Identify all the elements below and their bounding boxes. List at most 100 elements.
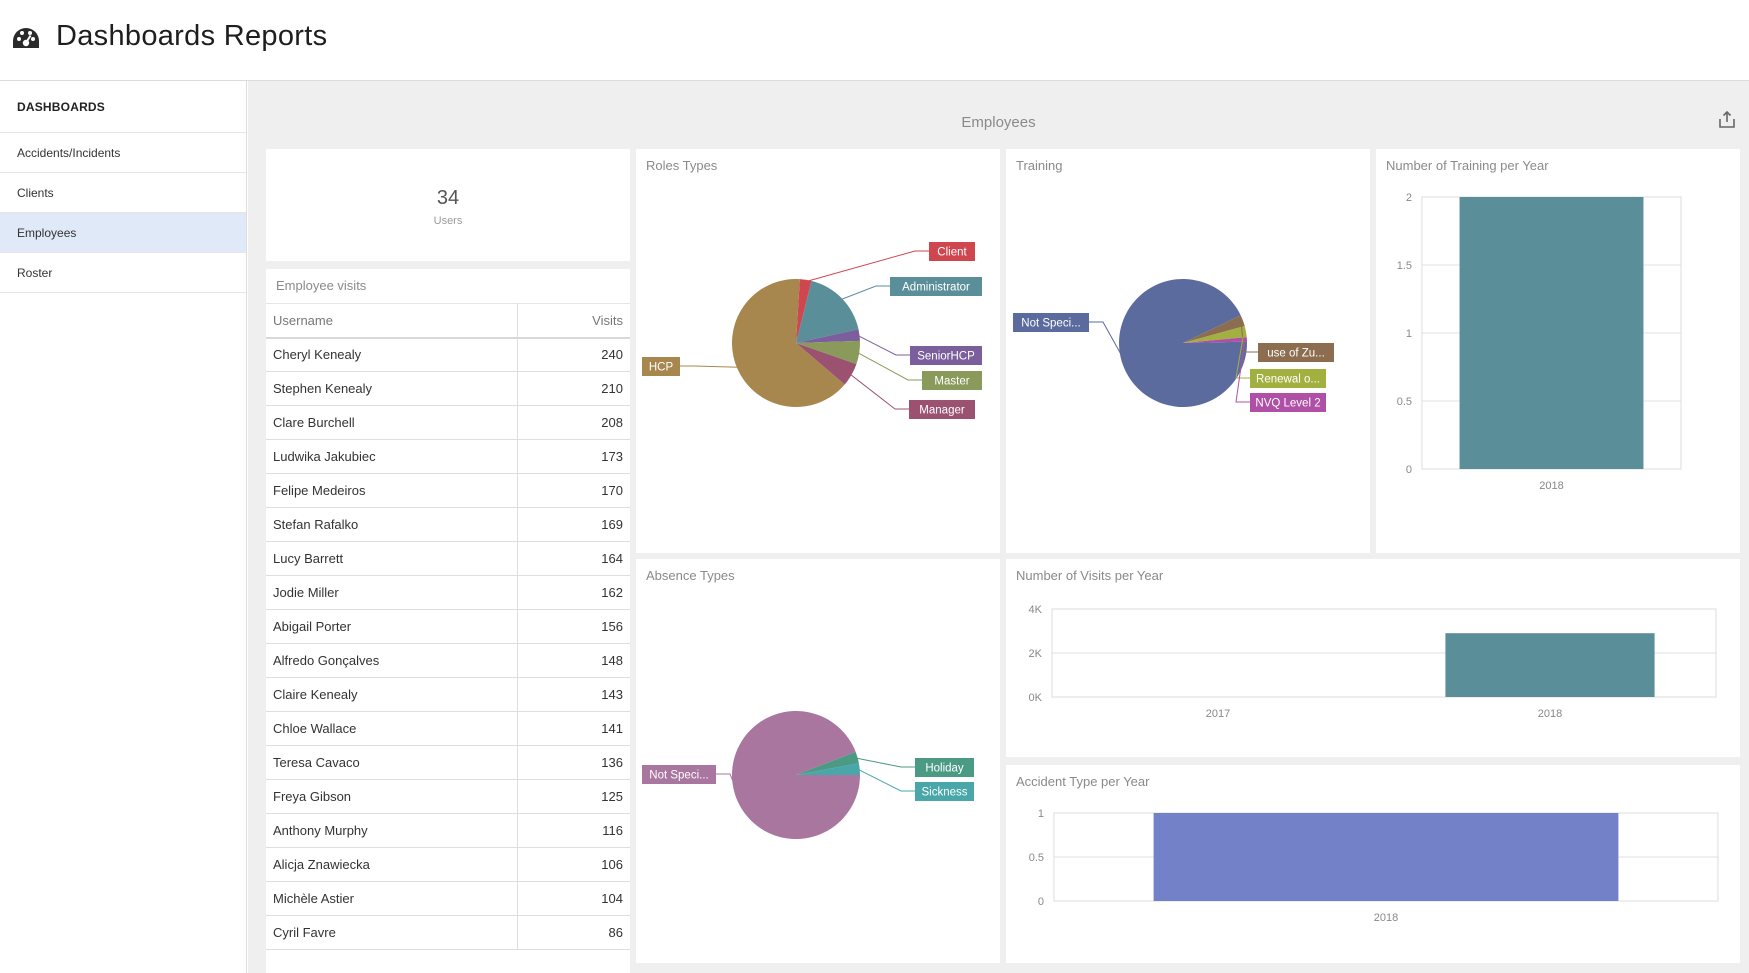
pie-label-box [915, 758, 974, 777]
pie-slice-renewal-o[interactable] [1183, 325, 1247, 343]
pie-label: Sickness [921, 787, 967, 799]
column-header-username[interactable]: Username [266, 303, 518, 339]
pie-label-box [1250, 369, 1326, 388]
absence-types-pie: Not Speci... Holiday Sickness [642, 711, 974, 839]
username-cell: Michèle Astier [266, 881, 518, 916]
table-row: Freya Gibson 125 [266, 779, 630, 814]
dashboard-icon [13, 28, 39, 48]
sidebar-heading: DASHBOARDS [0, 81, 246, 133]
pie-label: Renewal o... [1256, 374, 1320, 386]
pie-label-box [922, 371, 982, 390]
username-cell: Teresa Cavaco [266, 745, 518, 780]
employee-visits-table: Username Visits Cheryl Kenealy 240 Stephen… [266, 303, 630, 950]
pie-label-box [1013, 313, 1089, 332]
visits-cell: 106 [517, 847, 630, 882]
visits-cell: 86 [517, 915, 630, 950]
accident-per-year-title: Accident Type per Year [1016, 774, 1150, 789]
x-tick-label: 2018 [1538, 708, 1562, 720]
table-row: Chloe Wallace 141 [266, 711, 630, 746]
visits-per-year-chart: 0K 2K 4K 2017 2018 [1029, 604, 1717, 720]
table-row: Jodie Miller 162 [266, 575, 630, 610]
sidebar-item-clients[interactable]: Clients [0, 173, 246, 213]
pie-label-box [929, 242, 975, 261]
pie-slice-master[interactable] [796, 340, 860, 365]
visits-per-year-card: Number of Visits per Year 0K 2K 4K 2017 2018 [1006, 559, 1740, 757]
page-title: Dashboards Reports [56, 20, 328, 52]
sidebar-item-employees[interactable]: Employees [0, 213, 246, 253]
bar-2018[interactable] [1153, 813, 1619, 901]
visits-cell: 162 [517, 575, 630, 610]
absence-types-card: Absence Types Not Speci... Holiday Sicknes… [636, 559, 1000, 963]
table-row: Anthony Murphy 116 [266, 813, 630, 848]
label-connector [857, 351, 922, 381]
table-row: Michèle Astier 104 [266, 881, 630, 916]
training-per-year-title: Number of Training per Year [1386, 158, 1549, 173]
table-row: Cheryl Kenealy 240 [266, 337, 630, 372]
pie-slice-administrator[interactable] [796, 280, 859, 343]
pie-label: Holiday [925, 763, 964, 775]
username-cell: Cheryl Kenealy [266, 337, 518, 372]
pie-label: HCP [649, 362, 674, 374]
username-cell: Chloe Wallace [266, 711, 518, 746]
export-icon[interactable] [1717, 110, 1737, 130]
pie-slice-sickness[interactable] [796, 763, 860, 775]
pie-slice-hcp[interactable] [732, 279, 845, 407]
accident-per-year-chart: 0 0.5 1 2018 [1029, 808, 1719, 924]
pie-slice-nvq-level-2[interactable] [1183, 337, 1247, 343]
pie-label-box [915, 782, 974, 801]
pie-label-box [1258, 343, 1334, 362]
visits-cell: 116 [517, 813, 630, 848]
visits-cell: 141 [517, 711, 630, 746]
username-cell: Lucy Barrett [266, 541, 518, 576]
roles-types-card: Roles Types Client Administrator SeniorHCP… [636, 149, 1000, 553]
label-connector [840, 285, 890, 301]
bar-2018[interactable] [1445, 633, 1655, 697]
plot-frame [1051, 608, 1717, 698]
visits-cell: 210 [517, 371, 630, 406]
username-cell: Alfredo Gonçalves [266, 643, 518, 678]
label-connector [1089, 321, 1124, 358]
bar-2018[interactable] [1459, 197, 1644, 469]
y-tick-label: 2 [1406, 192, 1412, 204]
table-row: Ludwika Jakubiec 173 [266, 439, 630, 474]
pie-slice-use-of-zu[interactable] [1183, 315, 1245, 343]
visits-cell: 104 [517, 881, 630, 916]
y-tick-label: 1.5 [1397, 260, 1412, 272]
visits-cell: 125 [517, 779, 630, 814]
table-row: Lucy Barrett 164 [266, 541, 630, 576]
y-tick-label: 0.5 [1029, 852, 1044, 864]
kpi-card: 34 Users [266, 149, 630, 261]
column-header-visits[interactable]: Visits [517, 303, 630, 339]
label-connector [1240, 321, 1258, 353]
pie-slice-seniorhcp[interactable] [796, 329, 860, 343]
pie-slice-manager[interactable] [796, 343, 857, 385]
table-row: Cyril Favre 86 [266, 915, 630, 950]
sidebar-item-roster[interactable]: Roster [0, 253, 246, 293]
y-tick-label: 4K [1029, 604, 1043, 616]
label-connector [857, 334, 910, 356]
username-cell: Anthony Murphy [266, 813, 518, 848]
table-row: Abigail Porter 156 [266, 609, 630, 644]
username-cell: Claire Kenealy [266, 677, 518, 712]
pie-label-box [909, 400, 975, 419]
username-cell: Cyril Favre [266, 915, 518, 950]
visits-cell: 164 [517, 541, 630, 576]
label-connector [716, 773, 736, 787]
pie-label-box [1250, 393, 1326, 412]
pie-slice-client[interactable] [796, 279, 812, 343]
training-per-year-card: Number of Training per Year 0 0.5 1 1.5 2 201… [1376, 149, 1740, 553]
training-title: Training [1016, 158, 1063, 173]
y-tick-label: 0 [1406, 464, 1412, 476]
table-row: Alicja Znawiecka 106 [266, 847, 630, 882]
visits-cell: 170 [517, 473, 630, 508]
employee-visits-card: Employee visits Username Visits Cheryl K… [266, 269, 630, 973]
label-connector [680, 365, 739, 368]
username-cell: Freya Gibson [266, 779, 518, 814]
visits-per-year-title: Number of Visits per Year [1016, 568, 1164, 583]
pie-label: Administrator [902, 282, 970, 294]
sidebar-item-accidents[interactable]: Accidents/Incidents [0, 133, 246, 173]
username-cell: Ludwika Jakubiec [266, 439, 518, 474]
username-cell: Clare Burchell [266, 405, 518, 440]
kpi-label: Users [433, 215, 463, 227]
pie-slice-holiday[interactable] [796, 751, 859, 775]
